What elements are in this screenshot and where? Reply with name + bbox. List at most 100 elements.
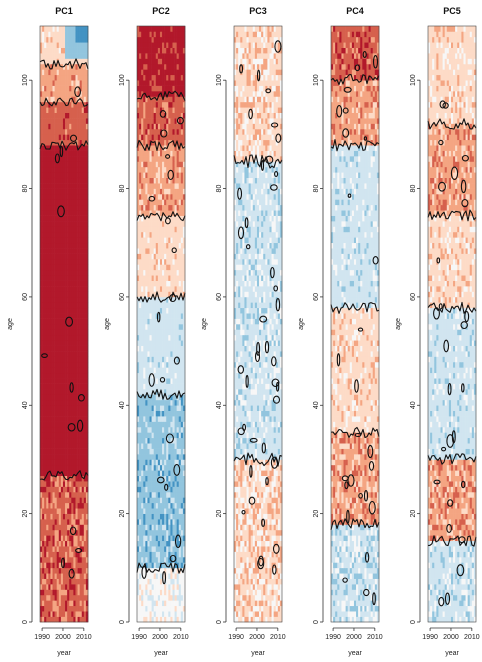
heatmap-cell [54,42,57,48]
heatmap-cell [137,275,140,281]
heatmap-cell [42,475,45,482]
heatmap-cell [149,589,152,596]
heatmap-cell [73,470,76,477]
heatmap-cell [65,221,68,227]
heatmap-cell [149,258,152,265]
heatmap-cell [81,361,85,368]
heatmap-cell [81,502,85,509]
heatmap-cell [174,334,177,341]
heatmap-cell [65,513,68,520]
heatmap-cell [170,307,173,314]
heatmap-cell [141,123,144,130]
heatmap-cell [58,410,62,417]
heatmap-cell [56,237,60,244]
heatmap-cell [178,405,182,411]
heatmap-cell [178,345,182,352]
heatmap-cell [157,258,161,265]
heatmap-cell [42,426,45,433]
heatmap-cell [182,502,186,509]
heatmap-cell [147,345,150,352]
heatmap-cell [157,616,161,623]
heatmap-cell [40,302,43,309]
heatmap-cell [166,112,169,119]
heatmap-cell [85,405,89,411]
heatmap-cell [145,69,148,76]
heatmap-cell [164,313,167,319]
heatmap-cell [176,280,180,287]
heatmap-cell [159,486,163,493]
heatmap-cell [145,215,148,222]
heatmap-cell [83,589,87,596]
heatmap-cell [48,540,51,547]
heatmap-cell [174,313,177,319]
heatmap-cell [71,36,74,43]
heatmap-cell [75,600,78,607]
heatmap-cell [67,172,70,179]
heatmap-cell [67,394,70,401]
heatmap-cell [75,253,78,260]
heatmap-cell [54,448,57,455]
heatmap-cell [62,508,66,514]
heatmap-cell [54,123,57,130]
heatmap-cell [69,567,72,574]
heatmap-cell [145,524,148,531]
heatmap-cell [46,405,49,411]
heatmap-cell [81,600,85,607]
heatmap-cell [71,594,74,601]
heatmap-cell [69,253,72,260]
heatmap-cell [85,91,89,97]
heatmap-cell [73,226,76,233]
heatmap-cell [77,74,80,81]
heatmap-cell [46,47,49,54]
heatmap-cell [50,470,53,477]
heatmap-cell [65,150,68,157]
heatmap-cell [71,394,74,401]
heatmap-cell [73,128,76,135]
heatmap-cell [170,594,173,601]
heatmap-cell [56,448,60,455]
heatmap-cell [151,491,154,498]
plot-frame [39,25,89,623]
heatmap-cell [62,448,66,455]
heatmap-cell [48,405,51,411]
heatmap-cell [157,231,161,238]
heatmap-cell [168,540,171,547]
heatmap-cell [139,584,142,590]
heatmap-cell [48,475,51,482]
heatmap-cell [145,275,148,281]
heatmap-cell [149,161,152,168]
heatmap-cell [137,269,140,276]
heatmap-cell [174,443,177,449]
heatmap-cell [157,556,161,563]
heatmap-cell [178,166,182,173]
heatmap-cell [60,291,64,298]
heatmap-cell [166,258,169,265]
heatmap-cell [77,134,80,141]
heatmap-cell [77,351,80,357]
heatmap-cell [48,351,51,357]
heatmap-cell [67,497,70,504]
heatmap-cell [71,529,74,536]
heatmap-cell [60,519,64,525]
heatmap-cell [71,383,74,390]
heatmap-cell [71,519,74,525]
heatmap-cell [157,502,161,509]
heatmap-cell [71,508,74,514]
heatmap-cell [56,26,60,32]
heatmap-cell [159,519,163,525]
heatmap-cell [139,215,142,222]
heatmap-cell [44,296,47,303]
heatmap-cell [54,193,57,200]
heatmap-cell [67,410,70,417]
heatmap-cell [48,524,51,531]
heatmap-cell [42,199,45,206]
heatmap-cell [176,383,180,390]
heatmap-cell [81,584,85,590]
heatmap-cell [145,226,148,233]
heatmap-cell [162,199,165,206]
heatmap-cell [170,324,173,330]
heatmap-cell [69,318,72,325]
heatmap-cell [81,291,85,298]
